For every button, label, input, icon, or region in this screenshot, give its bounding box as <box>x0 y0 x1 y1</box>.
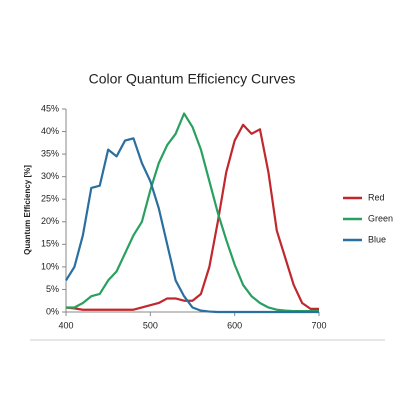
y-tick-label: 45% <box>41 103 59 113</box>
x-tick-label: 700 <box>311 320 326 330</box>
series-line <box>65 137 319 314</box>
y-tick-label: 30% <box>41 171 59 181</box>
y-tick-label: 35% <box>41 148 59 158</box>
y-tick-label: 0% <box>46 306 59 316</box>
x-tick-label: 400 <box>58 320 73 330</box>
series-line <box>66 112 319 313</box>
y-tick-label: 15% <box>41 239 59 249</box>
y-tick-label: 10% <box>41 261 59 271</box>
y-tick-label: 25% <box>41 194 59 204</box>
y-tick-label: 40% <box>41 126 59 136</box>
legend-label: Green <box>368 213 393 223</box>
legend-label: Blue <box>368 234 386 244</box>
x-tick-label: 500 <box>143 320 158 330</box>
legend-label: Red <box>368 192 385 202</box>
y-tick-label: 5% <box>46 284 59 294</box>
y-tick-label: 20% <box>41 216 59 226</box>
series-line <box>65 123 319 311</box>
x-tick-label: 600 <box>227 320 242 330</box>
y-axis-label: Quantum Efficiency [%] <box>23 165 32 255</box>
chart-title: Color Quantum Efficiency Curves <box>89 71 296 87</box>
